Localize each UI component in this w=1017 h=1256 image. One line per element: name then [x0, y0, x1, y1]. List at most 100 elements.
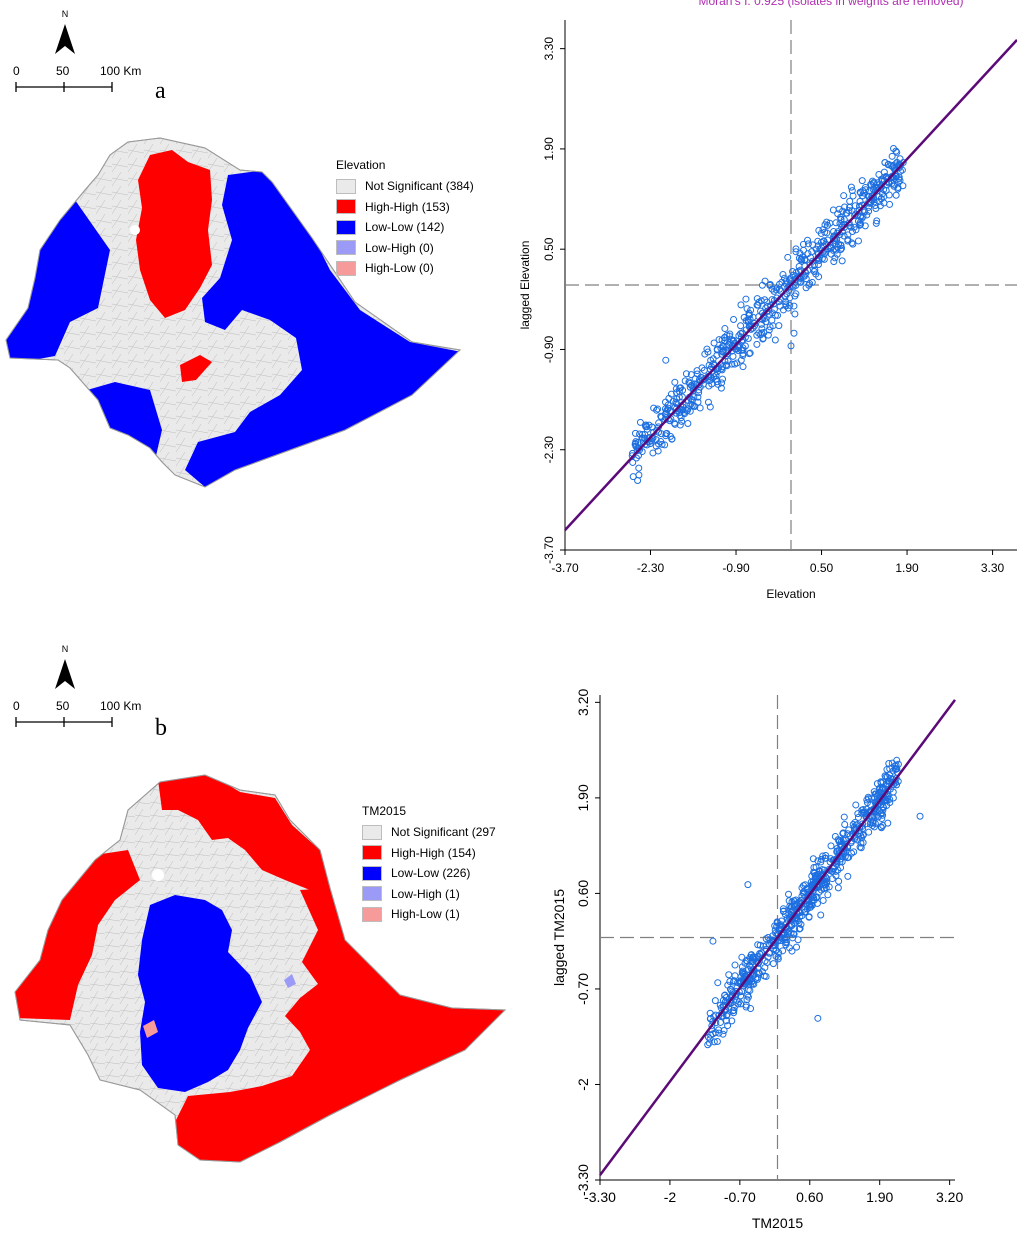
- legend-swatch: [336, 240, 356, 256]
- scatter-point: [707, 376, 715, 384]
- scatter-point: [742, 957, 750, 965]
- scatter-point: [731, 972, 739, 980]
- scatter-point: [831, 245, 839, 253]
- scatter-point: [687, 371, 695, 379]
- low-low-region-east: [185, 170, 460, 487]
- x-tick-label: 3.20: [936, 1189, 963, 1205]
- scatter-point: [865, 828, 873, 836]
- north-arrow-icon: N: [55, 644, 75, 689]
- scatter-point: [652, 442, 660, 450]
- scatter-point: [849, 820, 857, 828]
- high-high-region-central: [180, 355, 212, 382]
- scatter-point: [733, 359, 741, 367]
- scatter-point: [798, 912, 806, 920]
- scatter-point: [689, 386, 697, 394]
- scatter-point: [706, 1009, 714, 1017]
- scatter-point: [654, 405, 662, 413]
- scatter-point: [827, 855, 835, 863]
- scatter-point: [852, 801, 860, 809]
- scatter-point: [819, 226, 827, 234]
- scatter-point: [747, 1005, 755, 1013]
- scatter-point: [747, 306, 755, 314]
- scatter-point: [840, 224, 848, 232]
- scatter-point: [881, 772, 889, 780]
- scatter-point: [704, 348, 712, 356]
- scatter-point: [742, 317, 750, 325]
- legend-label: Low-High (1): [391, 886, 460, 901]
- scatter-point: [737, 330, 745, 338]
- scatter-point: [851, 202, 859, 210]
- legend-title: Elevation: [336, 158, 386, 172]
- scatter-point: [805, 913, 813, 921]
- scatter-point: [782, 298, 790, 306]
- legend-label: Low-High (0): [365, 240, 434, 255]
- scatter-point: [840, 232, 848, 240]
- scatter-point: [831, 832, 839, 840]
- scatter-point: [865, 795, 873, 803]
- scatter-point: [856, 843, 864, 851]
- scatter-point: [747, 325, 755, 333]
- scatter-point: [893, 756, 901, 764]
- y-tick-label: -3.70: [542, 536, 556, 564]
- scatter-point: [854, 813, 862, 821]
- scatter-point: [834, 210, 842, 218]
- scatter-point: [860, 201, 868, 209]
- scatter-point: [643, 423, 651, 431]
- scatter-point: [638, 434, 646, 442]
- scatter-point: [682, 370, 690, 378]
- map-hole-b: [152, 869, 164, 881]
- scatter-point: [841, 820, 849, 828]
- x-tick-label: -2.30: [637, 561, 665, 575]
- scatter-point: [877, 778, 885, 786]
- legend-item: High-Low (0): [336, 258, 474, 279]
- scatter-point: [662, 432, 670, 440]
- scatter-point: [722, 994, 730, 1002]
- scatter-point: [878, 810, 886, 818]
- scatter-point: [852, 829, 860, 837]
- scatter-point: [631, 429, 639, 437]
- scatter-point: [834, 884, 842, 892]
- scatter-point: [820, 237, 828, 245]
- x-tick-label: -2: [664, 1189, 677, 1205]
- legend-label: High-High (153): [365, 199, 450, 214]
- scatter-point: [809, 257, 817, 265]
- scatter-point: [886, 765, 894, 773]
- scatter-point: [694, 393, 702, 401]
- scatter-point: [820, 255, 828, 263]
- x-tick-label: 0.50: [810, 561, 834, 575]
- scatter-point: [709, 1030, 717, 1038]
- scatter-point: [831, 254, 839, 262]
- scatter-point: [779, 306, 787, 314]
- scatter-point: [768, 285, 776, 293]
- scatter-point: [860, 809, 868, 817]
- scatter-point: [789, 930, 797, 938]
- scatter-point: [645, 421, 653, 429]
- scatter-point: [844, 872, 852, 880]
- y-tick-label: -2: [575, 1078, 591, 1091]
- scatter-point: [854, 810, 862, 818]
- scatter-point: [877, 195, 885, 203]
- legend-item: High-High (154): [362, 843, 496, 864]
- y-tick-label: 1.90: [575, 784, 591, 811]
- scatter-point: [792, 290, 800, 298]
- scatter-point: [725, 971, 733, 979]
- regression-line: [598, 699, 957, 1176]
- low-low-region-south: [80, 382, 162, 460]
- scatter-point: [804, 250, 812, 258]
- scatter-point: [752, 954, 760, 962]
- scatter-point: [780, 282, 788, 290]
- scatter-point: [735, 998, 743, 1006]
- scatter-point: [796, 272, 804, 280]
- scatter-point: [879, 821, 887, 829]
- scatter-point: [742, 1003, 750, 1011]
- scatter-point: [863, 799, 871, 807]
- legend-swatch: [336, 199, 356, 215]
- scatter-point: [787, 274, 795, 282]
- scatter-point: [892, 774, 900, 782]
- scatter-point: [768, 309, 776, 317]
- scatter-point: [880, 168, 888, 176]
- scatter-point: [705, 377, 713, 385]
- scatter-point: [731, 961, 739, 969]
- scatter-point: [812, 270, 820, 278]
- scatter-point: [795, 919, 803, 927]
